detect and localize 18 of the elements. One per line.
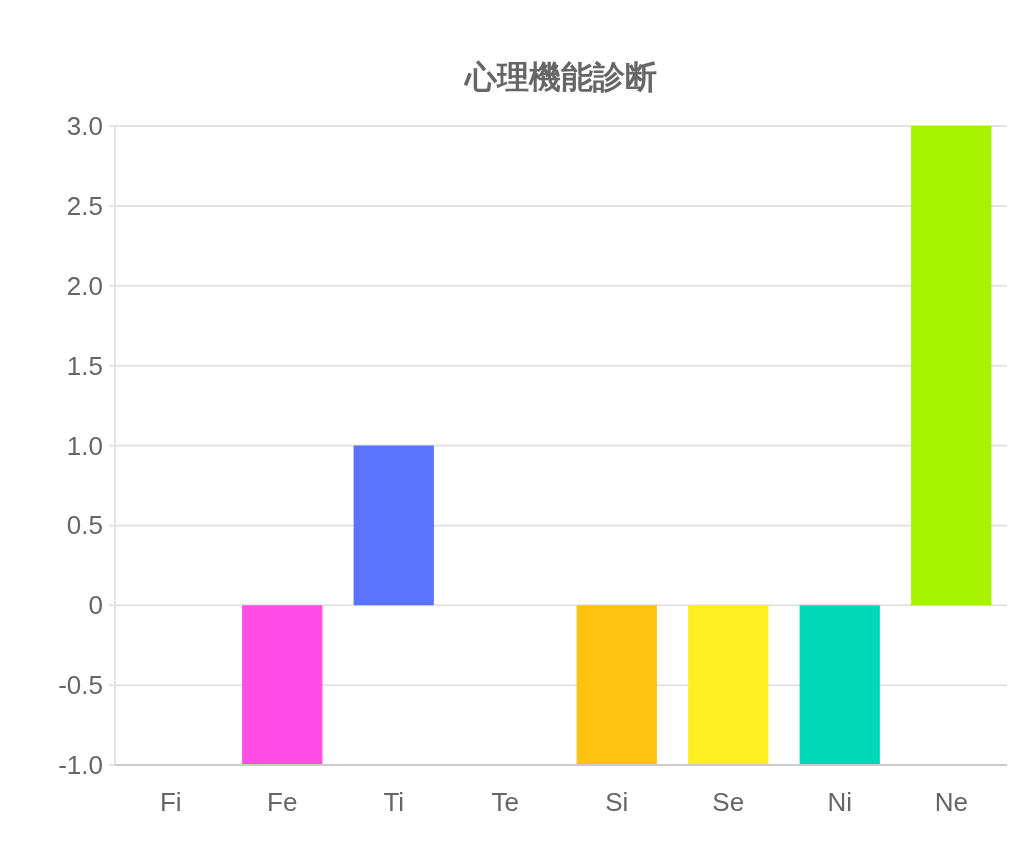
y-tick-label: 2.5 <box>66 190 103 221</box>
x-tick-label: Ti <box>383 787 405 817</box>
x-tick-label: Se <box>712 787 745 817</box>
x-tick-label: Ne <box>934 787 968 817</box>
chart-title: 心理機能診断 <box>463 59 657 95</box>
y-tick-label: 1.0 <box>66 430 103 461</box>
y-tick-label: 0.5 <box>66 510 103 541</box>
y-tick-label: -0.5 <box>58 670 103 701</box>
x-tick-label: Fe <box>267 787 298 817</box>
x-tick-label: Si <box>605 787 629 817</box>
x-tick-label: Fi <box>159 787 182 817</box>
y-tick-label: 0 <box>88 590 103 621</box>
y-tick-label: 3.0 <box>66 111 103 141</box>
x-tick-label: Ni <box>827 787 853 817</box>
y-tick-label: -1.0 <box>58 750 103 780</box>
y-tick-label: 2.0 <box>66 270 103 301</box>
y-tick-label: 1.5 <box>66 350 103 381</box>
x-tick-label: Te <box>491 787 519 817</box>
